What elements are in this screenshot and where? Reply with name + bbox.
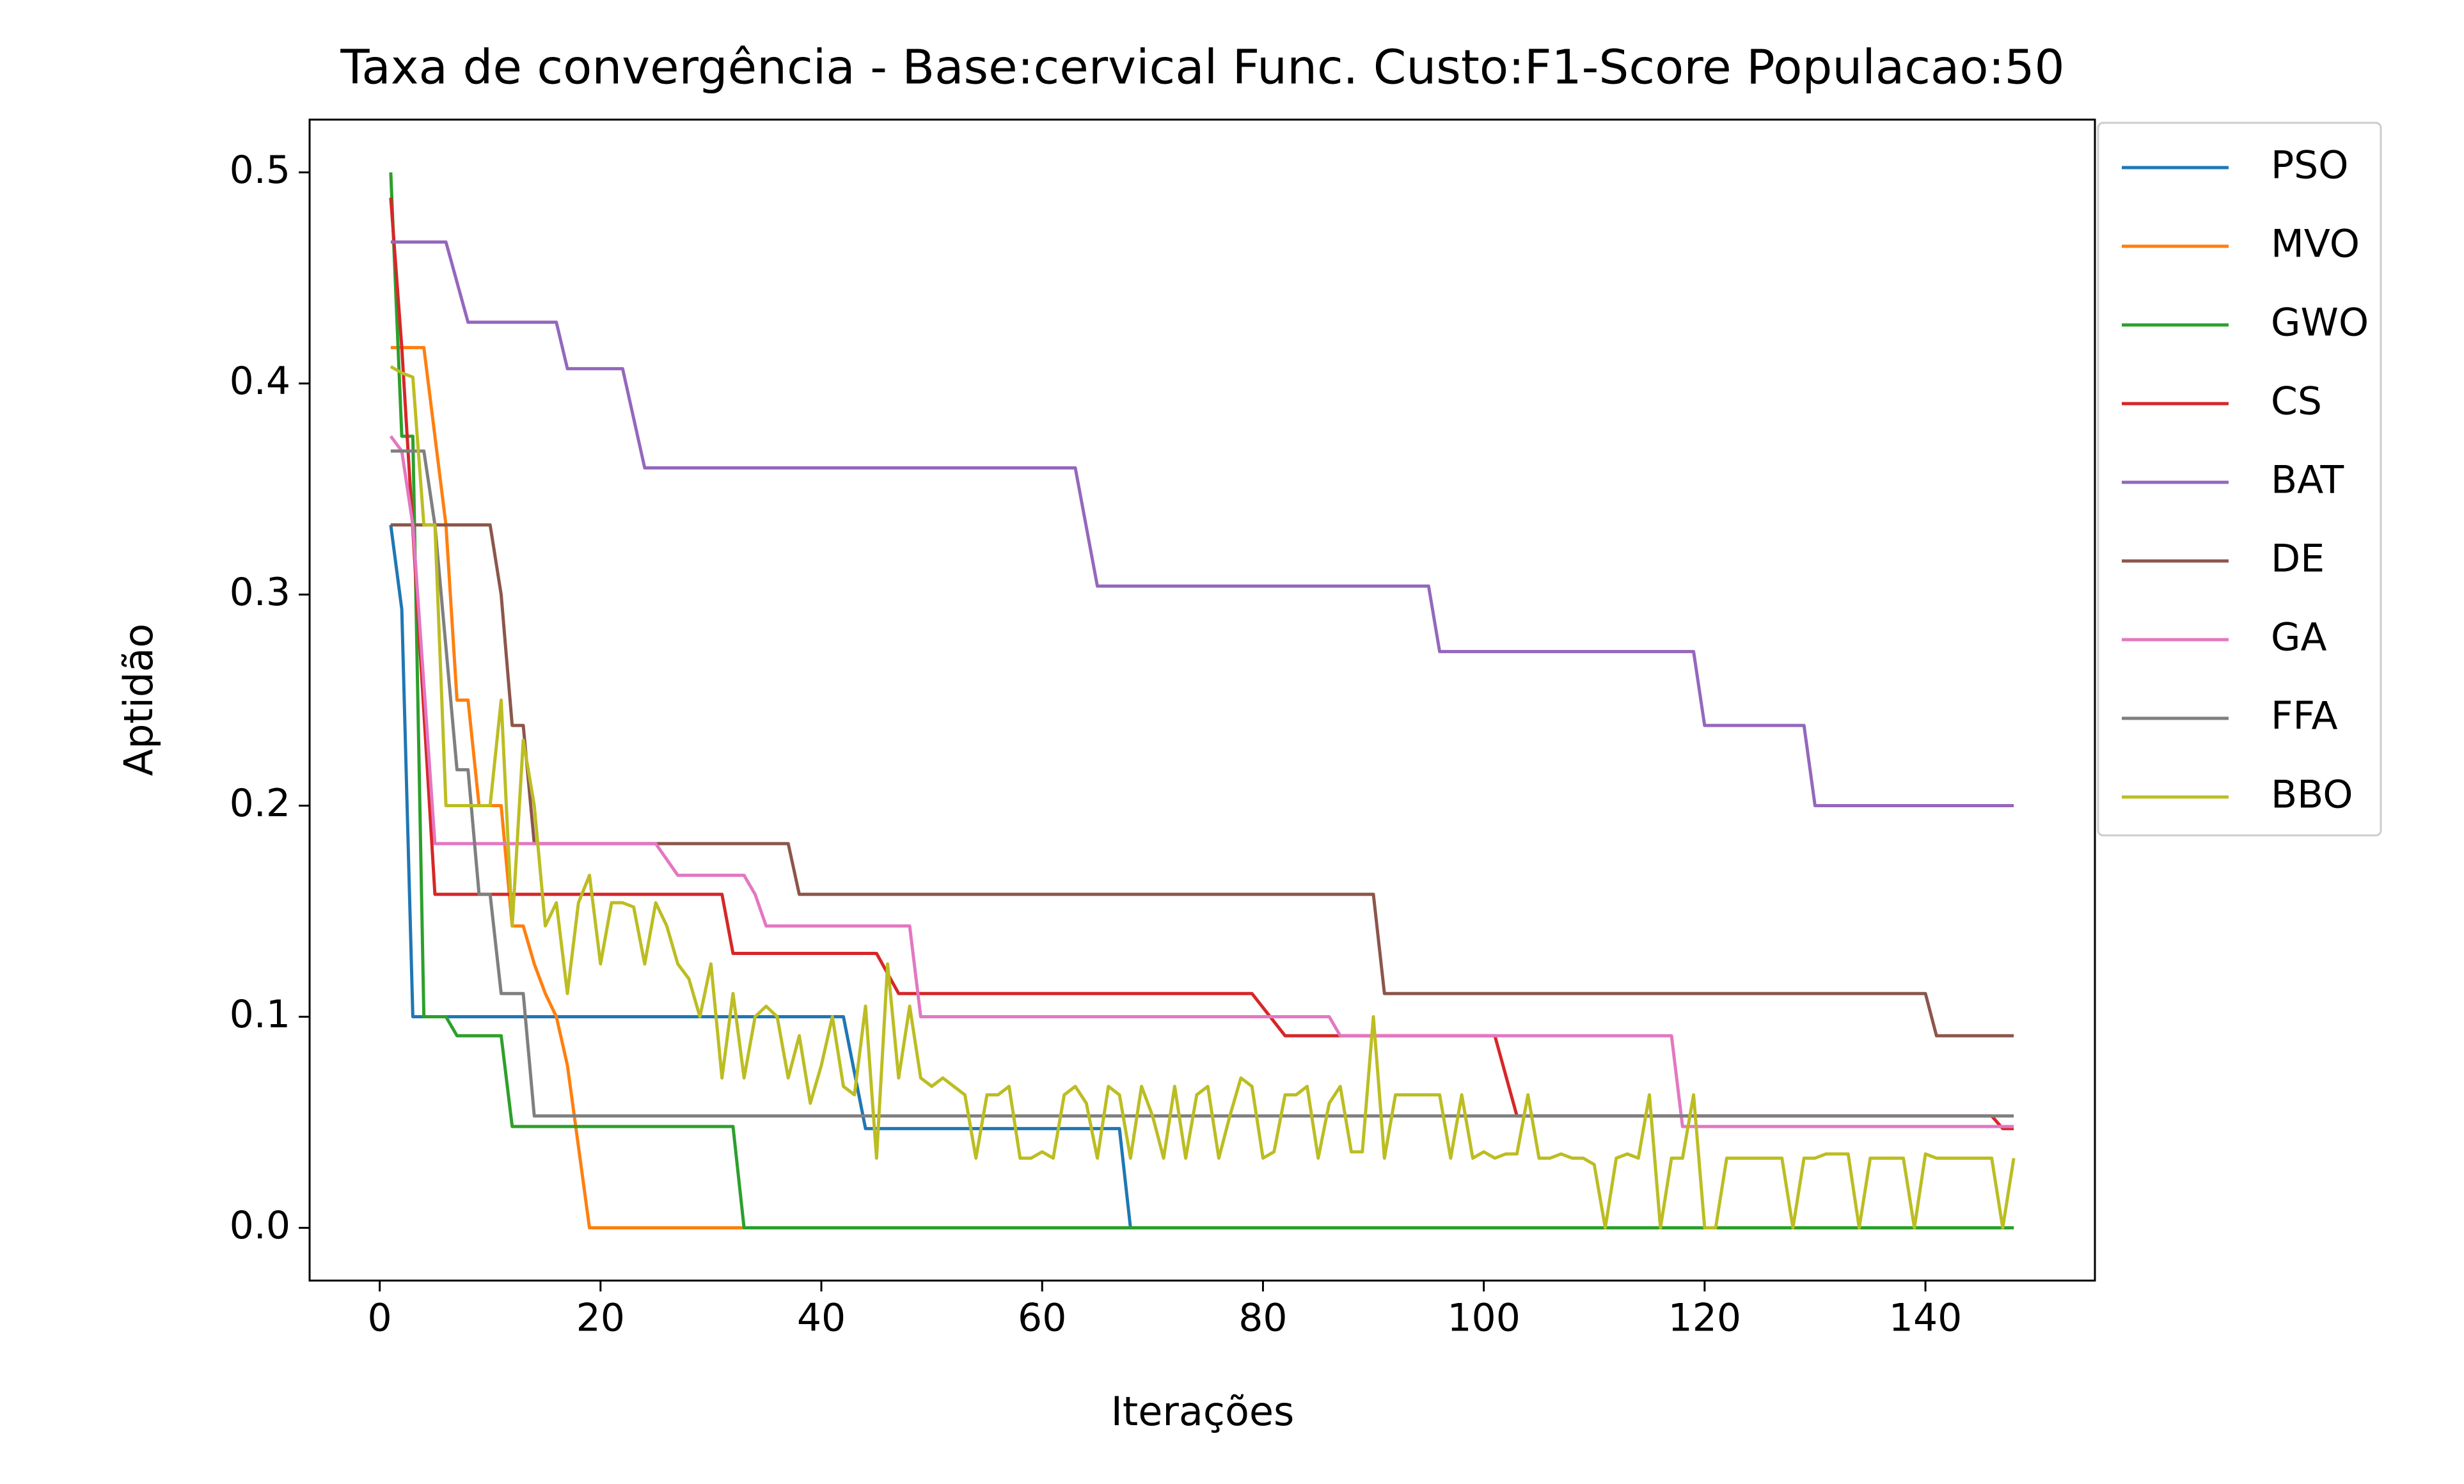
legend-label: FFA	[2271, 694, 2338, 739]
legend-label: BBO	[2271, 773, 2353, 817]
x-tick-label: 40	[797, 1296, 846, 1341]
y-axis-label: Aptidão	[115, 624, 162, 777]
series-line	[390, 345, 2014, 1229]
legend-label: CS	[2271, 379, 2322, 424]
x-axis-label: Iterações	[1111, 1388, 1295, 1435]
x-tick-label: 140	[1889, 1296, 1963, 1341]
y-tick-label: 0.4	[230, 359, 290, 404]
plot-frame	[308, 118, 2096, 1282]
series-line	[390, 240, 2014, 807]
legend-label: MVO	[2271, 222, 2360, 267]
series-line	[389, 172, 2014, 1229]
x-tick-label: 100	[1447, 1296, 1520, 1341]
y-tick-label: 0.0	[230, 1203, 290, 1248]
legend-label: BAT	[2271, 458, 2344, 503]
series-line	[390, 365, 2016, 1229]
legend-label: DE	[2271, 537, 2325, 581]
legend-box	[2097, 122, 2382, 837]
series-line	[390, 523, 2014, 1038]
x-tick-label: 80	[1238, 1296, 1287, 1341]
legend-label: GA	[2271, 615, 2327, 660]
legend-label: GWO	[2271, 301, 2369, 345]
series-line	[390, 449, 2014, 1118]
series-line	[389, 435, 2014, 1128]
y-tick-label: 0.5	[230, 148, 290, 193]
y-tick-label: 0.3	[230, 570, 290, 615]
x-tick-label: 120	[1668, 1296, 1742, 1341]
legend-label: PSO	[2271, 143, 2349, 188]
x-tick-label: 60	[1018, 1296, 1066, 1341]
y-tick-label: 0.1	[230, 992, 290, 1037]
chart-title: Taxa de convergência - Base:cervical Fun…	[340, 40, 2064, 95]
series-line	[389, 525, 2014, 1229]
x-tick-label: 0	[368, 1296, 392, 1341]
x-tick-label: 20	[576, 1296, 625, 1341]
y-tick-label: 0.2	[230, 781, 290, 826]
series-line	[389, 197, 2014, 1130]
